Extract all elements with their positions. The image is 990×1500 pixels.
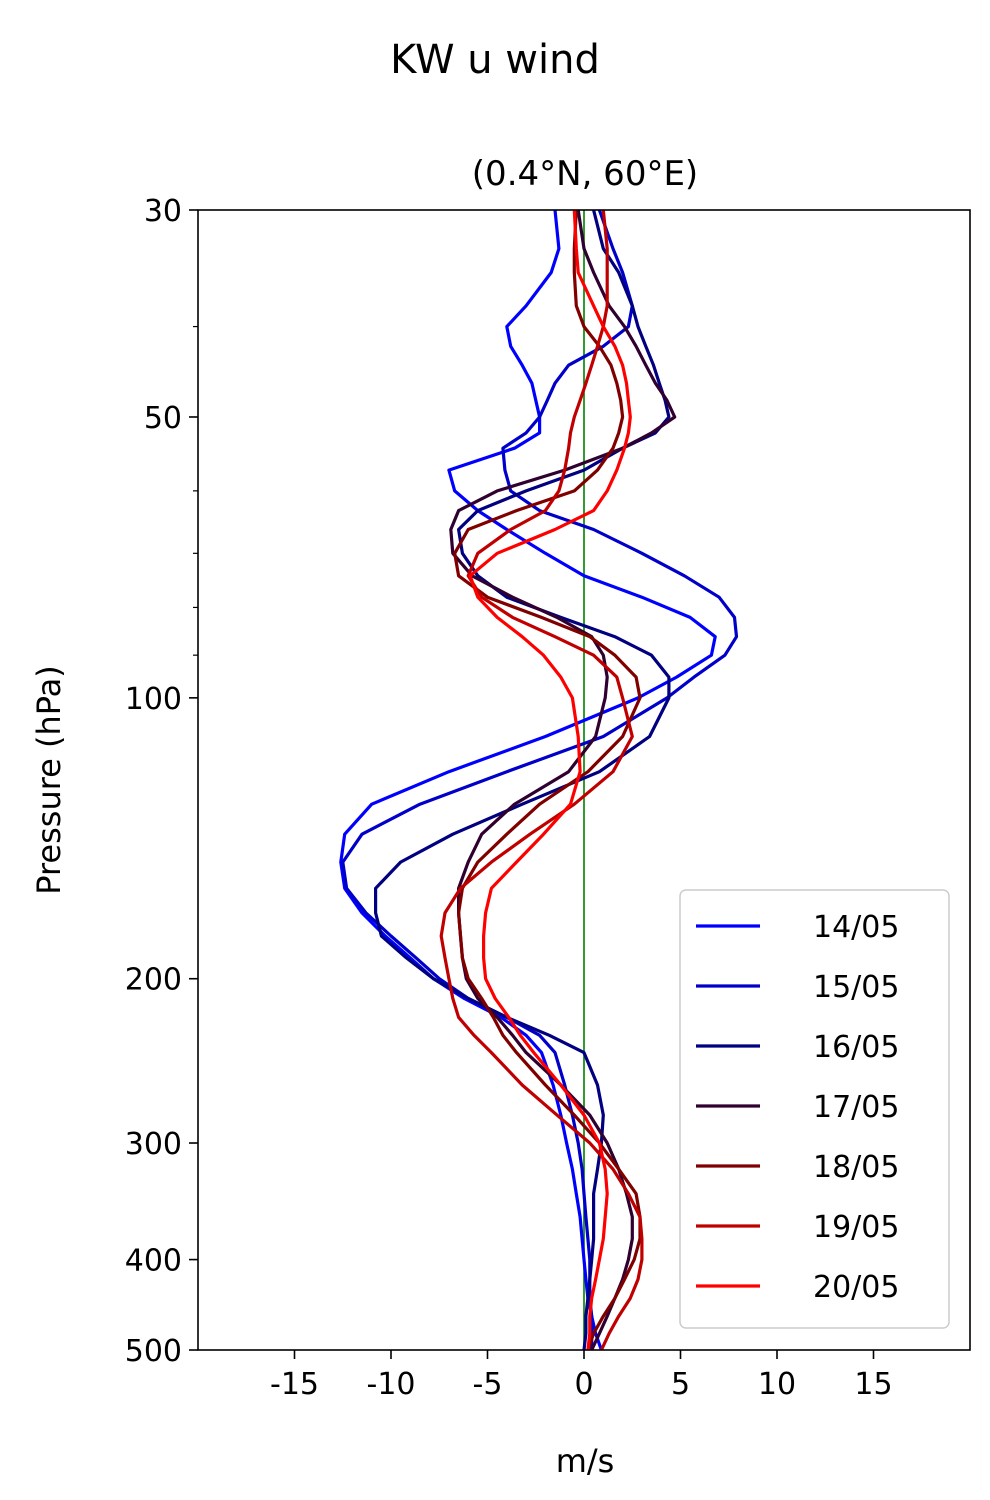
x-tick-label: -5 [473, 1367, 503, 1402]
series-line-15-05 [341, 210, 739, 1350]
legend-label: 20/05 [813, 1270, 899, 1305]
y-tick-label: 100 [125, 682, 182, 717]
y-tick-label: 300 [125, 1127, 182, 1162]
x-axis-label: m/s [556, 1442, 615, 1480]
x-tick-label: -10 [367, 1367, 416, 1402]
plot-title: (0.4°N, 60°E) [472, 154, 698, 194]
legend-label: 17/05 [813, 1090, 899, 1125]
series-line-18-05 [453, 210, 642, 1350]
y-axis-label: Pressure (hPa) [30, 665, 68, 895]
legend-label: 16/05 [813, 1030, 899, 1065]
y-tick-label: 200 [125, 963, 182, 998]
series-line-14-05 [339, 210, 717, 1350]
legend-box [679, 889, 950, 1329]
figure-suptitle: KW u wind [390, 37, 600, 83]
y-tick-label: 500 [125, 1334, 182, 1369]
x-tick-label: 5 [671, 1367, 690, 1402]
legend-label: 18/05 [813, 1150, 899, 1185]
x-tick-label: -15 [270, 1367, 319, 1402]
plot-area: -15 -10 -5 0 5 10 15 30 50 100 200 300 400 500 14/05 15… [125, 194, 971, 1402]
series-line-20-05 [468, 210, 632, 1350]
legend-label: 15/05 [813, 970, 899, 1005]
y-tick-label: 30 [144, 194, 182, 229]
series-line-16-05 [374, 210, 671, 1350]
series-line-19-05 [439, 210, 644, 1350]
legend-label: 14/05 [813, 910, 899, 945]
legend-label: 19/05 [813, 1210, 899, 1245]
x-tick-label: 0 [574, 1367, 593, 1402]
y-tick-label: 400 [125, 1244, 182, 1279]
y-tick-label: 50 [144, 401, 182, 436]
x-tick-label: 15 [854, 1367, 892, 1402]
x-tick-label: 10 [758, 1367, 796, 1402]
